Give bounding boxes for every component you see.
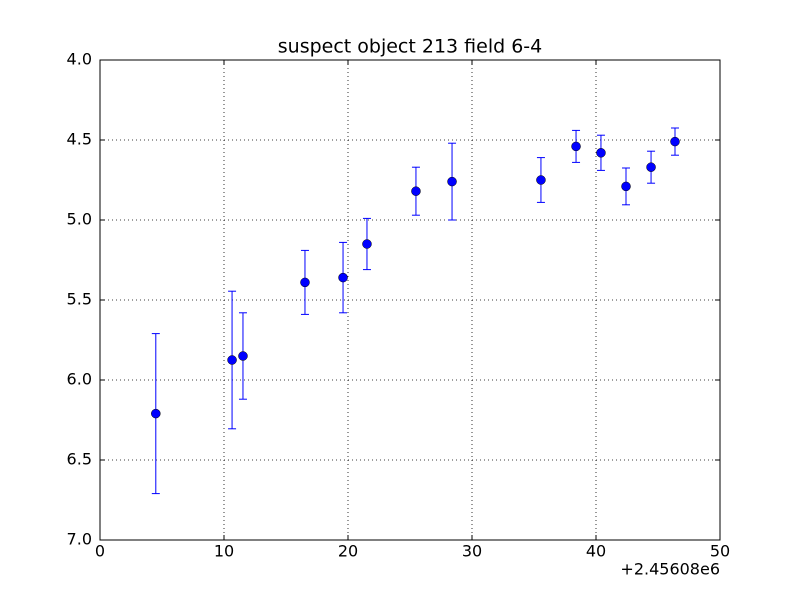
data-point: [670, 136, 680, 147]
x-tick-label: 30: [462, 542, 482, 561]
data-point: [362, 239, 372, 249]
x-tick-label: 0: [95, 542, 105, 561]
x-tick-label: 50: [710, 542, 730, 561]
x-tick-label: 10: [214, 542, 234, 561]
data-point: [238, 351, 248, 361]
data-point: [227, 355, 237, 365]
y-tick-label: 4.0: [67, 50, 92, 69]
data-point: [447, 176, 457, 187]
data-point: [338, 272, 348, 283]
data-point: [151, 408, 161, 419]
data-point: [646, 162, 656, 172]
y-tick-label: 5.0: [67, 210, 92, 229]
chart-title: suspect object 213 field 6-4: [278, 36, 543, 58]
data-point: [300, 277, 310, 288]
plot-frame: [99, 59, 721, 541]
data-point: [571, 141, 581, 152]
y-tick-label: 5.5: [67, 290, 92, 309]
x-tick-label: 20: [338, 542, 358, 561]
x-offset-label: +2.45608e6: [620, 560, 720, 579]
y-tick-label: 7.0: [67, 530, 92, 549]
y-tick-label: 6.5: [67, 450, 92, 469]
y-tick-label: 6.0: [67, 370, 92, 389]
data-point: [411, 186, 421, 196]
data-point: [536, 175, 546, 185]
x-tick-label: 40: [586, 542, 606, 561]
data-point: [621, 181, 631, 192]
y-tick-label: 4.5: [67, 130, 92, 149]
data-point: [596, 148, 606, 158]
